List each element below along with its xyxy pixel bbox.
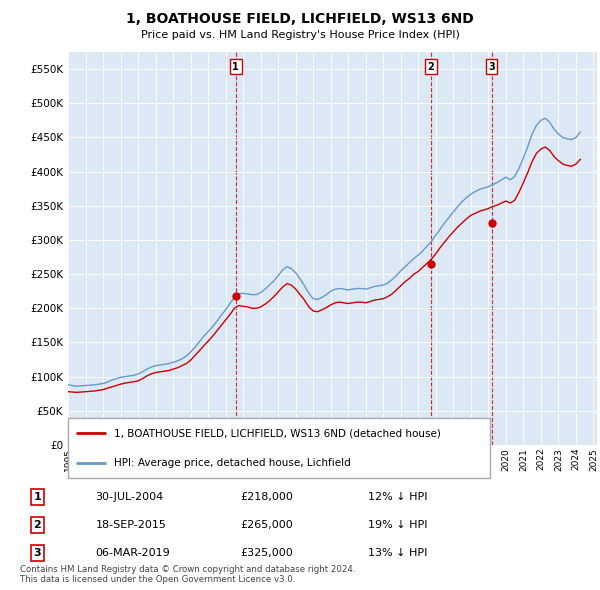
Text: 06-MAR-2019: 06-MAR-2019 bbox=[95, 548, 170, 558]
Text: 3: 3 bbox=[488, 62, 495, 72]
Text: 1: 1 bbox=[34, 492, 41, 502]
Text: 1, BOATHOUSE FIELD, LICHFIELD, WS13 6ND (detached house): 1, BOATHOUSE FIELD, LICHFIELD, WS13 6ND … bbox=[115, 428, 441, 438]
Text: £218,000: £218,000 bbox=[241, 492, 293, 502]
Text: £265,000: £265,000 bbox=[241, 520, 293, 530]
Text: 19% ↓ HPI: 19% ↓ HPI bbox=[368, 520, 427, 530]
Text: 3: 3 bbox=[34, 548, 41, 558]
Text: £325,000: £325,000 bbox=[241, 548, 293, 558]
Text: 2: 2 bbox=[428, 62, 434, 72]
Text: HPI: Average price, detached house, Lichfield: HPI: Average price, detached house, Lich… bbox=[115, 458, 351, 468]
Text: Price paid vs. HM Land Registry's House Price Index (HPI): Price paid vs. HM Land Registry's House … bbox=[140, 30, 460, 40]
Text: 1: 1 bbox=[232, 62, 239, 72]
Text: 30-JUL-2004: 30-JUL-2004 bbox=[95, 492, 164, 502]
Text: 12% ↓ HPI: 12% ↓ HPI bbox=[368, 492, 427, 502]
Text: 2: 2 bbox=[34, 520, 41, 530]
Text: Contains HM Land Registry data © Crown copyright and database right 2024.
This d: Contains HM Land Registry data © Crown c… bbox=[20, 565, 355, 585]
Text: 13% ↓ HPI: 13% ↓ HPI bbox=[368, 548, 427, 558]
Text: 18-SEP-2015: 18-SEP-2015 bbox=[95, 520, 166, 530]
FancyBboxPatch shape bbox=[68, 418, 490, 478]
Text: 1, BOATHOUSE FIELD, LICHFIELD, WS13 6ND: 1, BOATHOUSE FIELD, LICHFIELD, WS13 6ND bbox=[126, 12, 474, 26]
